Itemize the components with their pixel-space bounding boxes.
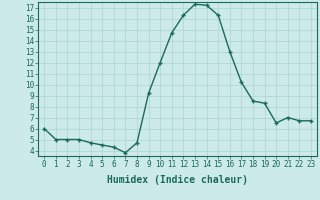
X-axis label: Humidex (Indice chaleur): Humidex (Indice chaleur) — [107, 175, 248, 185]
